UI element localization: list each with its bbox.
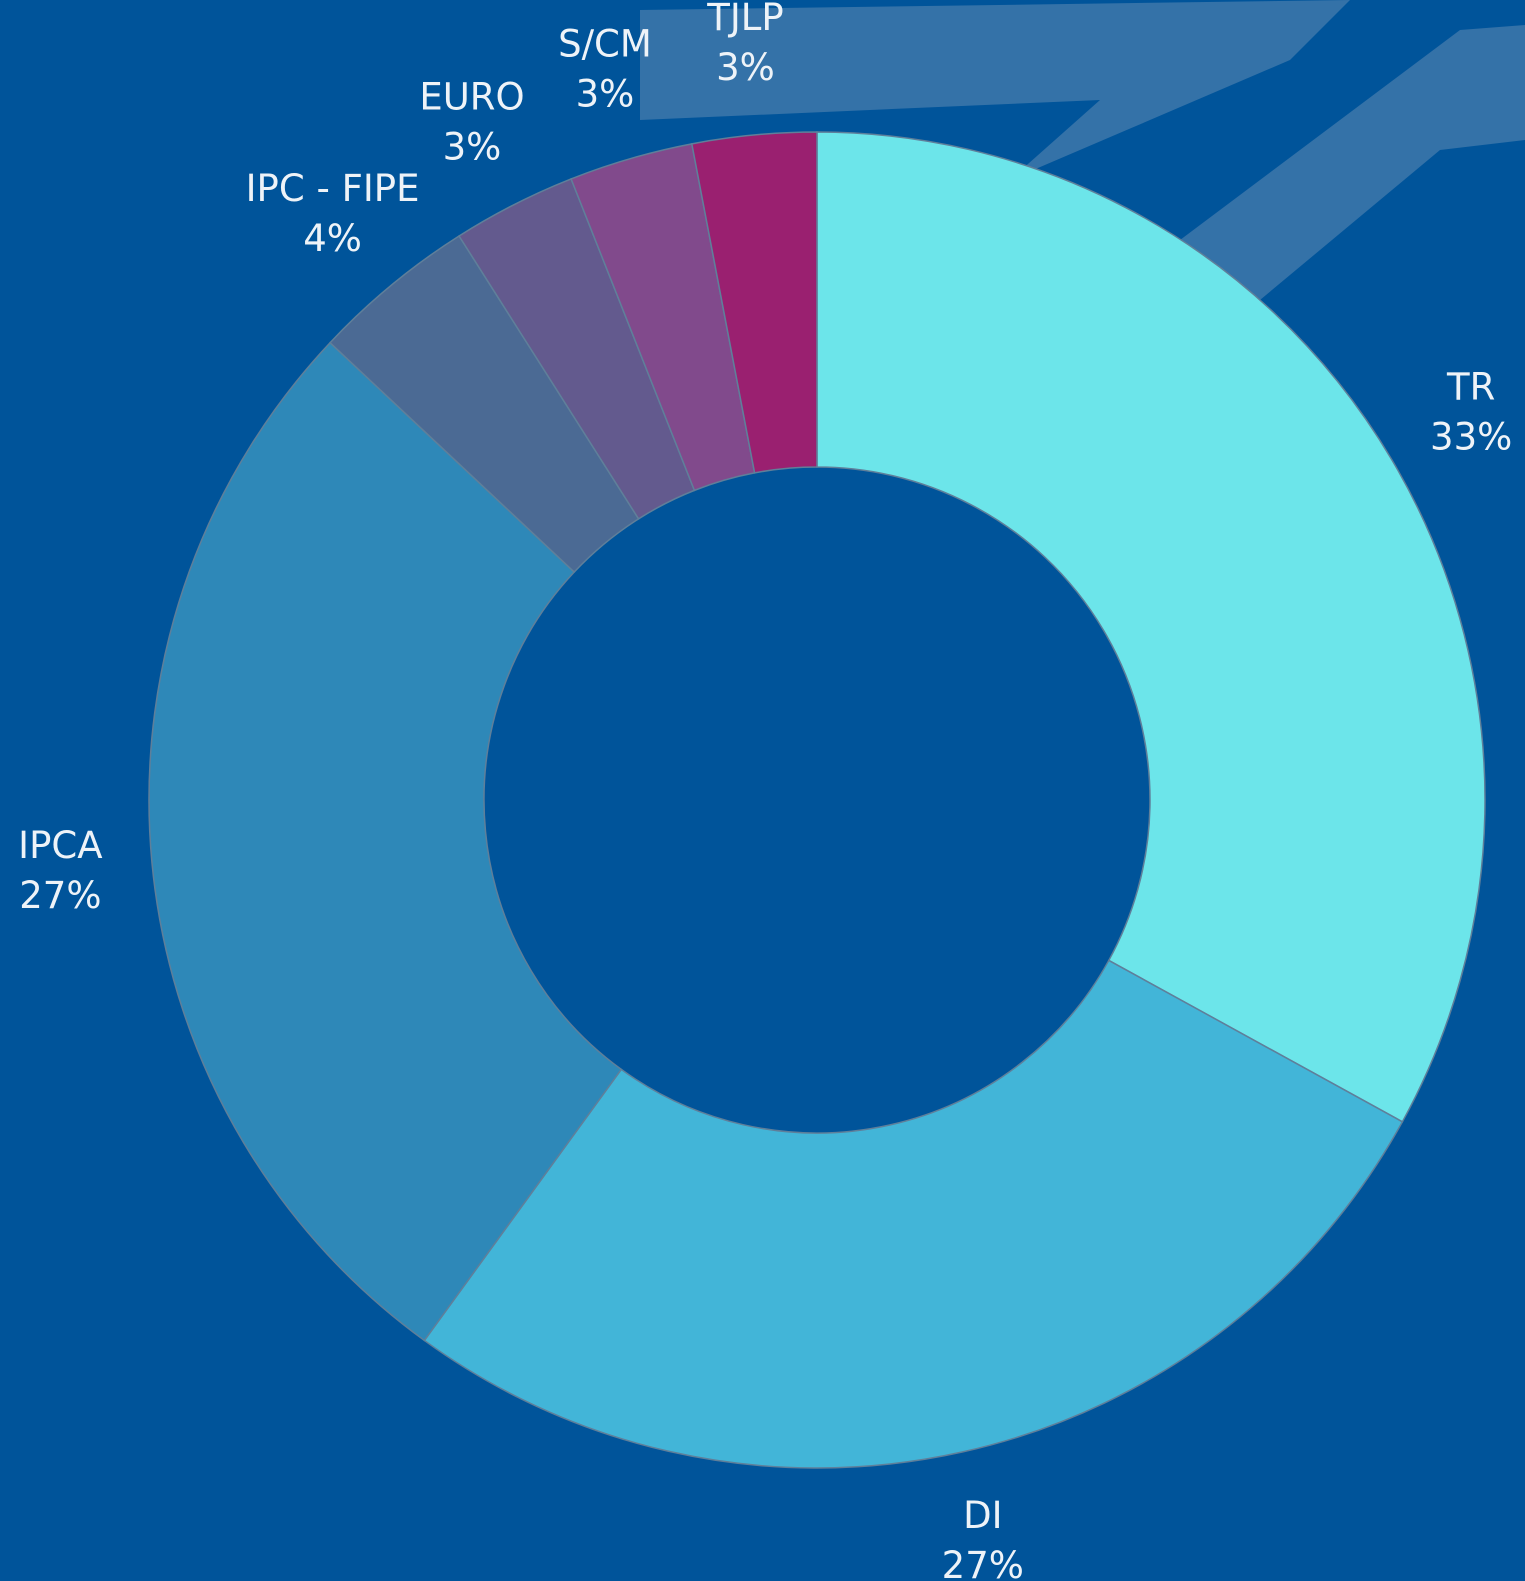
slice-value-label: 33% [1430, 416, 1512, 459]
donut-slice [816, 131, 1486, 1123]
slice-value-label: 3% [443, 125, 502, 168]
slice-label: DI [963, 1494, 1002, 1537]
slice-value-label: 3% [716, 46, 775, 89]
donut-slice [148, 341, 623, 1342]
slice-value-label: 4% [303, 217, 362, 260]
slice-value-label: 3% [576, 73, 635, 116]
slice-value-label: 27% [942, 1544, 1024, 1581]
slice-value-label: 27% [19, 874, 101, 917]
slice-label: IPCA [18, 824, 102, 867]
slice-label: S/CM [558, 23, 652, 66]
donut-slice [690, 131, 818, 474]
slice-label: TJLP [706, 0, 783, 39]
slice-label: EURO [419, 75, 524, 118]
donut-slice [423, 959, 1404, 1469]
background-arrow [640, 0, 1525, 300]
slice-label: IPC - FIPE [246, 167, 420, 210]
slice-label: TR [1446, 366, 1495, 409]
